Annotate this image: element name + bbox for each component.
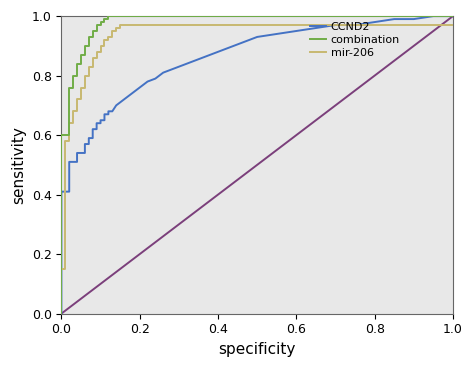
mir-206 (59, 267, 64, 271)
CCND2 (125, 94, 131, 99)
combination (66, 133, 72, 137)
mir-206 (70, 121, 76, 125)
mir-206 (74, 109, 80, 113)
Legend: CCND2, combination, mir-206: CCND2, combination, mir-206 (310, 22, 400, 59)
mir-206 (66, 139, 72, 143)
combination (66, 85, 72, 90)
Line: CCND2: CCND2 (62, 16, 453, 314)
mir-206 (106, 35, 111, 39)
mir-206 (98, 50, 103, 54)
combination (59, 133, 64, 137)
combination (106, 17, 111, 21)
mir-206 (78, 85, 84, 90)
combination (59, 311, 64, 316)
mir-206 (90, 64, 96, 69)
combination (90, 29, 96, 33)
mir-206 (121, 23, 127, 27)
combination (86, 44, 91, 48)
combination (137, 14, 143, 18)
combination (450, 14, 456, 18)
mir-206 (101, 44, 107, 48)
mir-206 (70, 109, 76, 113)
combination (98, 20, 103, 24)
CCND2 (59, 311, 64, 316)
combination (70, 73, 76, 78)
mir-206 (109, 35, 115, 39)
X-axis label: specificity: specificity (219, 342, 296, 357)
CCND2 (176, 64, 182, 69)
combination (117, 14, 123, 18)
combination (101, 17, 107, 21)
mir-206 (117, 26, 123, 30)
mir-206 (145, 23, 150, 27)
mir-206 (63, 267, 68, 271)
mir-206 (106, 38, 111, 42)
Line: combination: combination (62, 16, 453, 314)
combination (70, 85, 76, 90)
combination (109, 14, 115, 18)
mir-206 (98, 44, 103, 48)
combination (129, 14, 135, 18)
combination (121, 14, 127, 18)
mir-206 (113, 29, 119, 33)
CCND2 (191, 59, 197, 63)
mir-206 (82, 85, 88, 90)
combination (90, 35, 96, 39)
mir-206 (78, 97, 84, 102)
combination (101, 20, 107, 24)
combination (78, 61, 84, 66)
mir-206 (101, 38, 107, 42)
CCND2 (106, 112, 111, 117)
Line: mir-206: mir-206 (62, 25, 453, 314)
combination (74, 73, 80, 78)
Y-axis label: sensitivity: sensitivity (11, 126, 26, 204)
mir-206 (113, 26, 119, 30)
CCND2 (430, 14, 436, 18)
mir-206 (74, 97, 80, 102)
combination (106, 14, 111, 18)
mir-206 (82, 73, 88, 78)
mir-206 (63, 139, 68, 143)
mir-206 (117, 23, 123, 27)
mir-206 (450, 23, 456, 27)
combination (98, 23, 103, 27)
mir-206 (94, 56, 100, 60)
combination (74, 61, 80, 66)
mir-206 (86, 73, 91, 78)
combination (78, 53, 84, 57)
combination (94, 29, 100, 33)
mir-206 (90, 56, 96, 60)
mir-206 (137, 23, 143, 27)
combination (82, 44, 88, 48)
CCND2 (372, 20, 377, 24)
combination (113, 14, 119, 18)
mir-206 (129, 23, 135, 27)
mir-206 (121, 23, 127, 27)
mir-206 (109, 29, 115, 33)
mir-206 (59, 311, 64, 316)
mir-206 (86, 64, 91, 69)
CCND2 (74, 160, 80, 164)
combination (82, 53, 88, 57)
combination (86, 35, 91, 39)
combination (94, 23, 100, 27)
mir-206 (94, 50, 100, 54)
mir-206 (66, 121, 72, 125)
CCND2 (450, 14, 456, 18)
